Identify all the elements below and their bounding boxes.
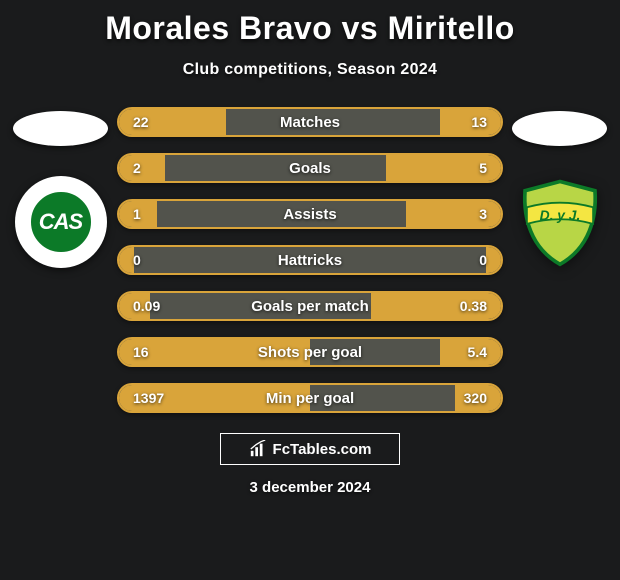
brand-box: FcTables.com xyxy=(220,433,400,465)
stat-bars: 2213Matches 25Goals 13Assists 00Hattricks 0.… xyxy=(113,107,507,413)
stat-label: Min per goal xyxy=(119,390,501,407)
footer-date: 3 december 2024 xyxy=(0,479,620,496)
stat-label: Goals xyxy=(119,160,501,177)
stat-row: 25Goals xyxy=(117,153,503,183)
comparison-main: CAS 2213Matches 25Goals 13Assists 00Hattric… xyxy=(0,107,620,413)
svg-text:D. y J.: D. y J. xyxy=(539,208,580,223)
left-avatar-placeholder xyxy=(13,111,108,146)
stat-row: 13Assists xyxy=(117,199,503,229)
brand-label: FcTables.com xyxy=(273,441,372,458)
left-badge-outer: CAS xyxy=(15,176,107,268)
chart-icon xyxy=(249,440,267,458)
right-side: D. y J. xyxy=(507,107,612,413)
stat-label: Hattricks xyxy=(119,252,501,269)
stat-row: 1397320Min per goal xyxy=(117,383,503,413)
stat-label: Matches xyxy=(119,114,501,131)
left-badge-inner: CAS xyxy=(28,189,94,255)
left-club-badge: CAS xyxy=(15,176,107,268)
stat-label: Goals per match xyxy=(119,298,501,315)
right-avatar-placeholder xyxy=(512,111,607,146)
page-title: Morales Bravo vs Miritello xyxy=(0,0,620,47)
left-side: CAS xyxy=(8,107,113,413)
stat-row: 0.090.38Goals per match xyxy=(117,291,503,321)
right-badge-shield: D. y J. xyxy=(514,176,606,268)
stat-label: Assists xyxy=(119,206,501,223)
stat-row: 2213Matches xyxy=(117,107,503,137)
page-subtitle: Club competitions, Season 2024 xyxy=(0,61,620,79)
stat-row: 00Hattricks xyxy=(117,245,503,275)
stat-label: Shots per goal xyxy=(119,344,501,361)
stat-row: 165.4Shots per goal xyxy=(117,337,503,367)
right-club-badge: D. y J. xyxy=(514,176,606,268)
